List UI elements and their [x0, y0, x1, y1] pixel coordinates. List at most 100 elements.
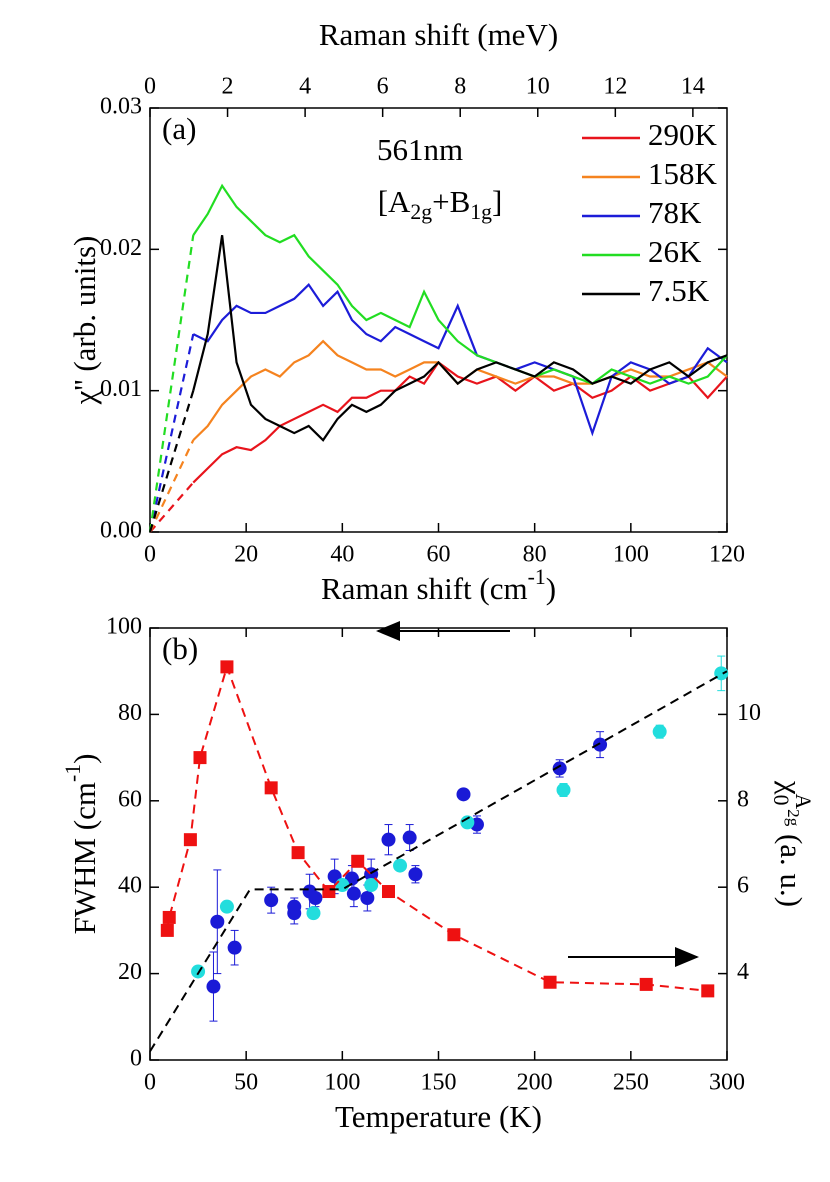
y2-axis-label-part: 2g — [784, 809, 803, 827]
x-tick-label: 20 — [234, 542, 258, 568]
spectrum-line — [192, 282, 728, 437]
x-tick-label: 200 — [517, 1070, 553, 1096]
data-point — [322, 885, 336, 899]
x-axis-label-part: ) — [546, 571, 556, 606]
y2-tick-label: 6 — [737, 873, 749, 899]
data-point — [701, 984, 715, 998]
annotation: [A2g+B1g] — [378, 184, 503, 224]
legend-label: 26K — [648, 234, 702, 269]
x-tick-label: 60 — [427, 542, 451, 568]
data-point — [219, 899, 234, 914]
annotation-part: 1g — [470, 200, 492, 224]
x2-tick-label: 12 — [603, 74, 627, 100]
annotation-part: 2g — [410, 200, 432, 224]
spectrum-line — [192, 339, 728, 441]
y2-axis-label-part: (a. u.) — [774, 826, 809, 907]
data-point — [360, 891, 375, 905]
x-tick-label: 50 — [234, 1070, 258, 1096]
y2-tick-label: 8 — [737, 786, 749, 812]
y-tick-label: 80 — [118, 700, 142, 726]
data-point — [652, 724, 667, 739]
x-tick-label: 120 — [709, 542, 745, 568]
data-point — [593, 737, 608, 752]
data-point — [714, 666, 729, 681]
panel-label: (a) — [162, 111, 196, 146]
y-tick-label: 0.02 — [100, 235, 142, 261]
y-tick-label: 40 — [118, 873, 142, 899]
data-point — [402, 830, 417, 845]
y2-tick-label: 10 — [737, 700, 761, 726]
extrapolation-line — [149, 481, 195, 533]
extrapolation-line — [148, 333, 195, 533]
data-point — [183, 833, 197, 847]
x-axis-label: Temperature (K) — [335, 1099, 542, 1134]
y2-axis-label-part: χ — [774, 780, 809, 795]
y-axis-label-part: FWHM (cm — [67, 782, 102, 934]
data-point — [552, 761, 567, 776]
extrapolation-line — [149, 439, 195, 533]
x-axis-label: Raman shift (cm-1) — [321, 565, 556, 606]
data-point — [460, 815, 475, 830]
y-tick-label: 100 — [106, 614, 142, 640]
data-point — [447, 928, 461, 942]
x-tick-label: 0 — [144, 542, 156, 568]
data-point — [351, 854, 365, 868]
x-tick-label: 0 — [144, 1070, 156, 1096]
data-point — [291, 846, 305, 860]
data-point — [346, 886, 361, 901]
annotation: 561nm — [377, 132, 463, 167]
x2-tick-label: 6 — [377, 74, 389, 100]
x-axis-label-part: -1 — [528, 565, 546, 589]
data-point — [264, 781, 278, 795]
x2-tick-label: 0 — [144, 74, 156, 100]
data-point — [287, 899, 302, 914]
y2-tick-label: 4 — [737, 959, 749, 985]
x2-tick-label: 10 — [526, 74, 550, 100]
extrapolation-line — [148, 390, 195, 533]
x-tick-label: 40 — [330, 542, 354, 568]
legend-label: 78K — [648, 195, 702, 230]
data-point — [543, 975, 557, 989]
x2-tick-label: 8 — [454, 74, 466, 100]
x-tick-label: 300 — [709, 1070, 745, 1096]
spectrum-line — [192, 183, 728, 385]
x2-tick-label: 4 — [299, 74, 311, 100]
y-axis-label-part: -1 — [61, 764, 85, 782]
x-tick-label: 80 — [523, 542, 547, 568]
x-axis-label-part: Raman shift (cm — [321, 571, 528, 606]
data-point — [408, 867, 423, 882]
data-point — [193, 751, 207, 765]
x2-axis-label: Raman shift (meV) — [319, 17, 558, 52]
spectrum-line — [192, 235, 728, 442]
data-point — [210, 914, 225, 929]
data-point — [264, 893, 279, 908]
data-point — [191, 964, 206, 979]
data-point — [160, 923, 174, 937]
panel-label: (b) — [162, 631, 198, 666]
y-axis-label: FWHM (cm-1) — [61, 754, 102, 935]
x2-tick-label: 2 — [222, 74, 234, 100]
y-tick-label: 20 — [118, 959, 142, 985]
legend-label: 7.5K — [648, 273, 710, 308]
data-point — [381, 832, 396, 847]
y2-axis-label-part: 0 — [769, 795, 793, 806]
plot-frame — [149, 627, 728, 1061]
y-axis-label-part: ) — [67, 754, 102, 764]
x-tick-label: 100 — [324, 1070, 360, 1096]
x2-tick-label: 14 — [681, 74, 705, 100]
annotation-part: [A — [378, 184, 411, 219]
y-tick-label: 0.01 — [100, 376, 142, 402]
data-point — [393, 858, 408, 873]
data-point — [206, 979, 221, 994]
data-point — [639, 977, 653, 991]
y-axis-label: χ'' (arb. units) — [67, 236, 102, 406]
data-point — [381, 885, 395, 899]
data-point — [456, 787, 471, 802]
legend-label: 290K — [648, 117, 718, 152]
dashed-line — [166, 663, 708, 992]
extrapolation-line — [148, 235, 195, 533]
annotation-part: ] — [492, 184, 502, 219]
data-point — [364, 878, 379, 893]
y-tick-label: 0.03 — [100, 94, 142, 120]
